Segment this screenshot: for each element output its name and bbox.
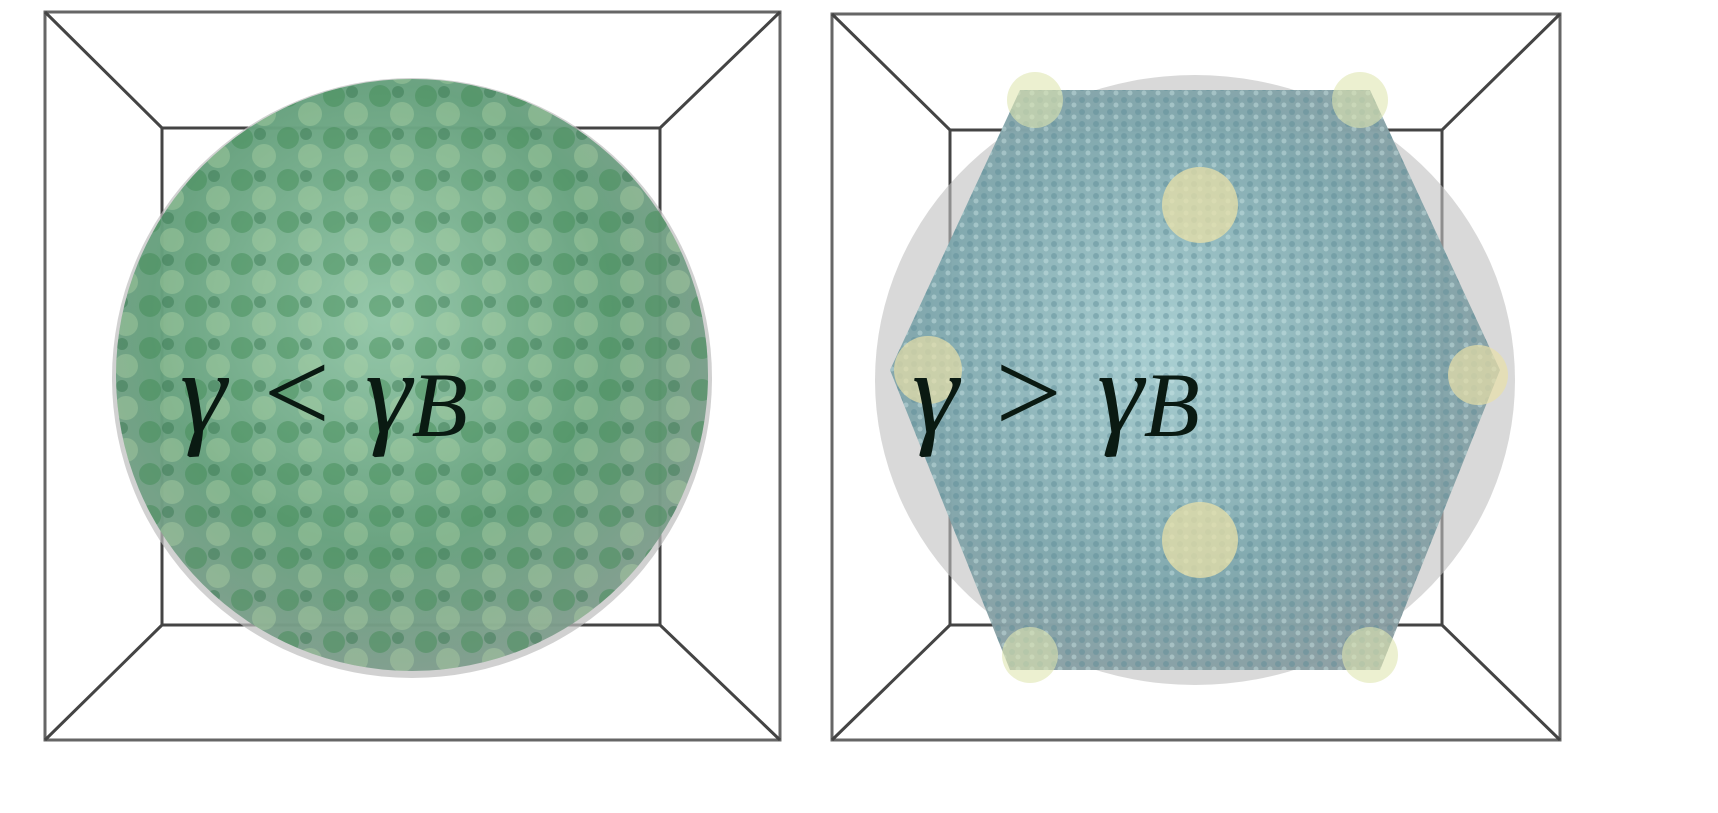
edge xyxy=(1442,625,1560,740)
edge xyxy=(832,625,950,740)
vertex xyxy=(1162,167,1238,243)
vertex xyxy=(1002,627,1058,683)
edge xyxy=(660,12,780,128)
edge xyxy=(660,625,780,740)
vertex xyxy=(1007,72,1063,128)
label-main: γ < γ xyxy=(180,327,415,458)
edge xyxy=(45,625,162,740)
figure: γ < γB γ > γB xyxy=(0,0,1718,813)
label-main: γ > γ xyxy=(912,327,1147,458)
edge xyxy=(1442,14,1560,130)
edge xyxy=(45,12,162,128)
edge xyxy=(832,14,950,130)
page: γ < γB γ > γB (() => { const data = JSON… xyxy=(0,0,1718,813)
label-sub: B xyxy=(412,354,468,456)
vertex xyxy=(1448,345,1508,405)
vertex xyxy=(1342,627,1398,683)
label-sub: B xyxy=(1144,354,1200,456)
vertex xyxy=(1162,502,1238,578)
vertex xyxy=(1332,72,1388,128)
